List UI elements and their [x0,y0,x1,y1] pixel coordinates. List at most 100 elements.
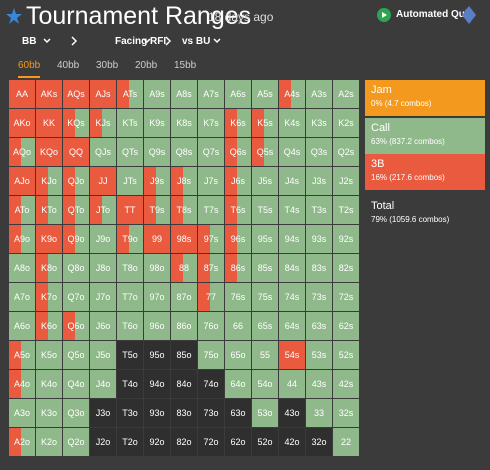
hand-cell[interactable]: K8o [36,254,62,282]
hand-cell[interactable]: A3s [306,80,332,108]
hand-cell[interactable]: KK [36,109,62,137]
hand-cell[interactable]: T7s [198,196,224,224]
hand-cell[interactable]: Q8s [171,138,197,166]
hand-cell[interactable]: QQ [63,138,89,166]
hand-cell[interactable]: T5s [252,196,278,224]
hand-cell[interactable]: 82o [171,428,197,456]
hand-cell[interactable]: K3s [306,109,332,137]
hand-cell[interactable]: 62o [225,428,251,456]
hand-cell[interactable]: Q8o [63,254,89,282]
hand-cell[interactable]: J2s [333,167,359,195]
hand-cell[interactable]: K4s [279,109,305,137]
hand-cell[interactable]: 97o [144,283,170,311]
hand-cell[interactable]: A7o [9,283,35,311]
hand-cell[interactable]: KTo [36,196,62,224]
hand-cell[interactable]: T9o [117,225,143,253]
hand-cell[interactable]: JTs [117,167,143,195]
hand-cell[interactable]: A4o [9,370,35,398]
hand-cell[interactable]: 52o [252,428,278,456]
hand-cell[interactable]: J4s [279,167,305,195]
hand-cell[interactable]: A2o [9,428,35,456]
stack-tab[interactable]: 60bb [18,60,41,78]
hand-cell[interactable]: A8o [9,254,35,282]
opponent-select[interactable]: vs BU [182,36,211,47]
hand-cell[interactable]: QTo [63,196,89,224]
hand-cell[interactable]: AJo [9,167,35,195]
hand-cell[interactable]: Q5s [252,138,278,166]
hand-cell[interactable]: 42o [279,428,305,456]
hand-cell[interactable]: 65s [252,312,278,340]
hand-cell[interactable]: 98o [144,254,170,282]
hand-cell[interactable]: 85o [171,341,197,369]
hand-cell[interactable]: Q6s [225,138,251,166]
hand-cell[interactable]: 73o [198,399,224,427]
hand-cell[interactable]: T3s [306,196,332,224]
hand-cell[interactable]: J9o [90,225,116,253]
hand-cell[interactable]: A3o [9,399,35,427]
hand-cell[interactable]: K5o [36,341,62,369]
hand-cell[interactable]: 85s [252,254,278,282]
hand-cell[interactable]: AJs [90,80,116,108]
hand-cell[interactable]: K9s [144,109,170,137]
hand-cell[interactable]: 84s [279,254,305,282]
hand-cell[interactable]: A4s [279,80,305,108]
hand-cell[interactable]: 33 [306,399,332,427]
hand-cell[interactable]: 95o [144,341,170,369]
hand-cell[interactable]: 42s [333,370,359,398]
hand-cell[interactable]: 92s [333,225,359,253]
hand-cell[interactable]: AQs [63,80,89,108]
position-select[interactable]: BB [22,36,37,47]
hand-cell[interactable]: AKs [36,80,62,108]
stack-tab[interactable]: 20bb [135,60,158,71]
hand-cell[interactable]: 62s [333,312,359,340]
hand-cell[interactable]: 43s [306,370,332,398]
hand-cell[interactable]: 32s [333,399,359,427]
hand-cell[interactable]: AKo [9,109,35,137]
hand-cell[interactable]: 82s [333,254,359,282]
hand-cell[interactable]: 43o [279,399,305,427]
hand-cell[interactable]: T2s [333,196,359,224]
hand-cell[interactable]: T9s [144,196,170,224]
hand-cell[interactable]: 54o [252,370,278,398]
hand-cell[interactable]: J2o [90,428,116,456]
hand-cell[interactable]: 86s [225,254,251,282]
hand-cell[interactable]: 53s [306,341,332,369]
hand-cell[interactable]: JJ [90,167,116,195]
hand-cell[interactable]: T2o [117,428,143,456]
hand-cell[interactable]: 93s [306,225,332,253]
hand-cell[interactable]: T5o [117,341,143,369]
hand-cell[interactable]: K6s [225,109,251,137]
hand-cell[interactable]: Q4o [63,370,89,398]
hand-cell[interactable]: Q2s [333,138,359,166]
hand-cell[interactable]: ATo [9,196,35,224]
hand-cell[interactable]: Q7o [63,283,89,311]
hand-cell[interactable]: J7s [198,167,224,195]
star-icon[interactable] [6,8,22,24]
hand-cell[interactable]: 64o [225,370,251,398]
play-icon[interactable] [377,8,391,22]
hand-cell[interactable]: K2o [36,428,62,456]
hand-cell[interactable]: 75o [198,341,224,369]
hand-cell[interactable]: 88 [171,254,197,282]
hand-cell[interactable]: Q2o [63,428,89,456]
hand-cell[interactable]: J4o [90,370,116,398]
hand-cell[interactable]: 87o [171,283,197,311]
hand-cell[interactable]: KJs [90,109,116,137]
hand-cell[interactable]: 54s [279,341,305,369]
hand-cell[interactable]: 95s [252,225,278,253]
hand-cell[interactable]: J5s [252,167,278,195]
hand-cell[interactable]: T4o [117,370,143,398]
hand-cell[interactable]: T8o [117,254,143,282]
hand-cell[interactable]: K3o [36,399,62,427]
hand-cell[interactable]: K6o [36,312,62,340]
hand-cell[interactable]: 32o [306,428,332,456]
hand-cell[interactable]: A5o [9,341,35,369]
hand-cell[interactable]: 75s [252,283,278,311]
hand-cell[interactable]: J8s [171,167,197,195]
hand-cell[interactable]: A2s [333,80,359,108]
hand-cell[interactable]: QJs [90,138,116,166]
quiz-button[interactable]: Automated Quiz [396,9,473,20]
hand-cell[interactable]: K4o [36,370,62,398]
hand-cell[interactable]: KTs [117,109,143,137]
hand-cell[interactable]: J6s [225,167,251,195]
